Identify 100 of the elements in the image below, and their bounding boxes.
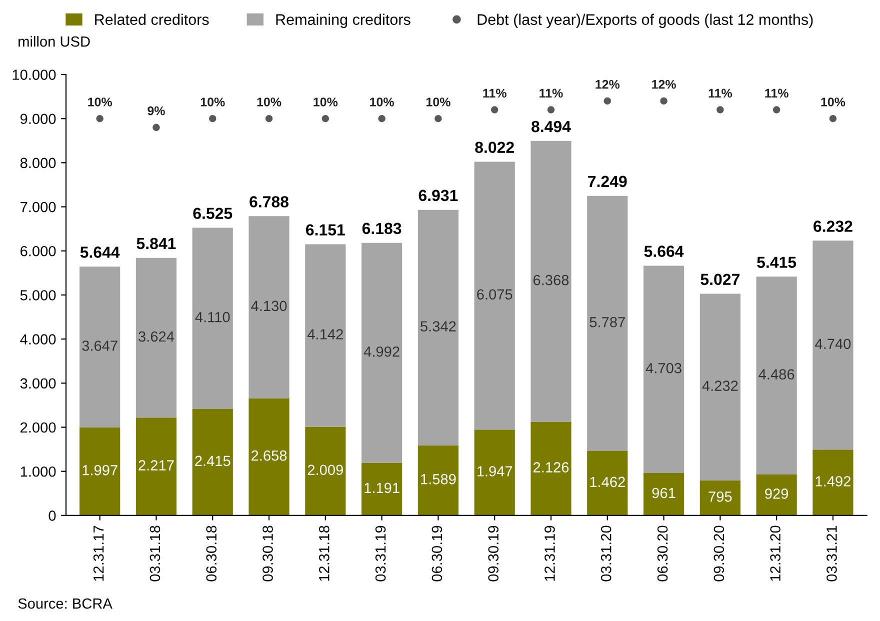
total-label: 6.151 [306, 224, 345, 236]
bar [474, 430, 515, 516]
bar [418, 445, 459, 516]
total-label: 6.525 [193, 208, 232, 220]
bar [530, 422, 572, 516]
data-label: 11% [708, 88, 732, 98]
bar [530, 140, 572, 422]
data-label: 10% [88, 98, 112, 106]
data-label: 4.130 [251, 300, 287, 312]
point [322, 114, 330, 122]
total-label: 6.931 [418, 190, 458, 202]
point [716, 106, 724, 114]
y-tick-label: 2.000 [20, 422, 56, 433]
point [490, 106, 498, 114]
data-label: 1.947 [477, 466, 512, 476]
y-tick-label: 5.000 [20, 290, 56, 300]
x-tick-label: 06.30.18 [206, 526, 217, 582]
bar [474, 162, 515, 430]
data-label: 961 [652, 488, 676, 498]
total-label: 8.022 [475, 142, 514, 154]
point [96, 114, 104, 122]
data-label: 6.368 [533, 274, 569, 286]
bar [305, 244, 346, 427]
total-label: 7.249 [588, 176, 627, 188]
bar [136, 418, 177, 516]
data-label: 9% [148, 106, 165, 116]
data-label: 2.126 [533, 462, 569, 472]
point [152, 124, 160, 132]
data-label: 4.486 [758, 369, 794, 380]
bar [80, 427, 120, 516]
data-label: 795 [708, 491, 732, 502]
bar [248, 398, 290, 516]
data-label: 3.624 [138, 331, 174, 342]
bar [587, 450, 628, 516]
data-label: 4.992 [364, 346, 400, 357]
data-label: 2.415 [195, 456, 230, 466]
point [208, 114, 216, 122]
y-tick-label: 4.000 [20, 334, 56, 344]
total-label: 5.644 [80, 246, 120, 258]
data-label: 11% [540, 88, 563, 98]
data-label: 4.740 [815, 338, 851, 350]
point [547, 106, 555, 114]
data-label: 12% [596, 80, 620, 89]
y-tick-label: 0 [48, 510, 56, 521]
bar [812, 450, 854, 516]
data-label: 6.075 [477, 289, 512, 300]
source-note: Source: BCRA [18, 598, 112, 609]
y-axis-title: millon USD [18, 36, 90, 47]
bar [192, 408, 233, 516]
data-label: 2.009 [308, 464, 343, 476]
bar [136, 258, 177, 418]
point [265, 114, 273, 122]
bar [756, 474, 797, 516]
data-label: 929 [765, 488, 788, 499]
point [604, 97, 612, 105]
bar [248, 216, 290, 398]
point [772, 106, 780, 114]
bar [362, 242, 402, 463]
x-tick-label: 03.31.21 [826, 526, 837, 582]
data-label: 10% [821, 98, 846, 106]
y-tick-label: 8.000 [20, 158, 56, 168]
data-label: 10% [257, 98, 282, 106]
total-label: 8.494 [532, 120, 571, 132]
data-label: 11% [765, 88, 788, 98]
data-label: 2.658 [252, 450, 287, 461]
x-tick-label: 12.31.17 [93, 526, 104, 581]
bar [643, 473, 684, 516]
data-label: 1.191 [364, 482, 400, 494]
point [829, 114, 837, 122]
y-tick-label: 9.000 [20, 114, 56, 124]
bar [643, 266, 684, 474]
data-label: 2.217 [138, 460, 174, 470]
data-label: 4.110 [195, 312, 230, 322]
data-label: 5.787 [590, 316, 625, 328]
data-label: 4.142 [308, 329, 343, 340]
bar [700, 294, 740, 480]
data-label: 1.589 [421, 474, 456, 484]
legend-label: Debt (last year)/Exports of goods (last 12 months) [478, 14, 813, 28]
data-label: 5.342 [420, 321, 456, 332]
bar [812, 240, 854, 450]
data-label: 4.703 [646, 362, 682, 374]
total-label: 6.183 [362, 222, 402, 234]
x-tick-label: 03.31.18 [150, 526, 160, 582]
data-label: 11% [483, 88, 506, 98]
data-label: 10% [426, 98, 450, 106]
y-tick-label: 10.000 [12, 70, 56, 80]
y-tick-label: 7.000 [20, 202, 56, 212]
point [660, 97, 668, 105]
bar [305, 426, 346, 516]
y-tick-label: 3.000 [20, 378, 56, 389]
total-label: 5.841 [136, 238, 176, 250]
data-label: 4.232 [702, 380, 738, 391]
x-tick-label: 03.31.20 [600, 526, 612, 582]
data-label: 1.462 [590, 476, 625, 488]
x-tick-label: 03.31.19 [375, 526, 386, 582]
point [378, 114, 386, 122]
bar [418, 210, 459, 446]
x-tick-label: 12.31.19 [544, 526, 555, 581]
total-label: 5.027 [700, 274, 740, 286]
data-label: 3.647 [82, 340, 118, 351]
